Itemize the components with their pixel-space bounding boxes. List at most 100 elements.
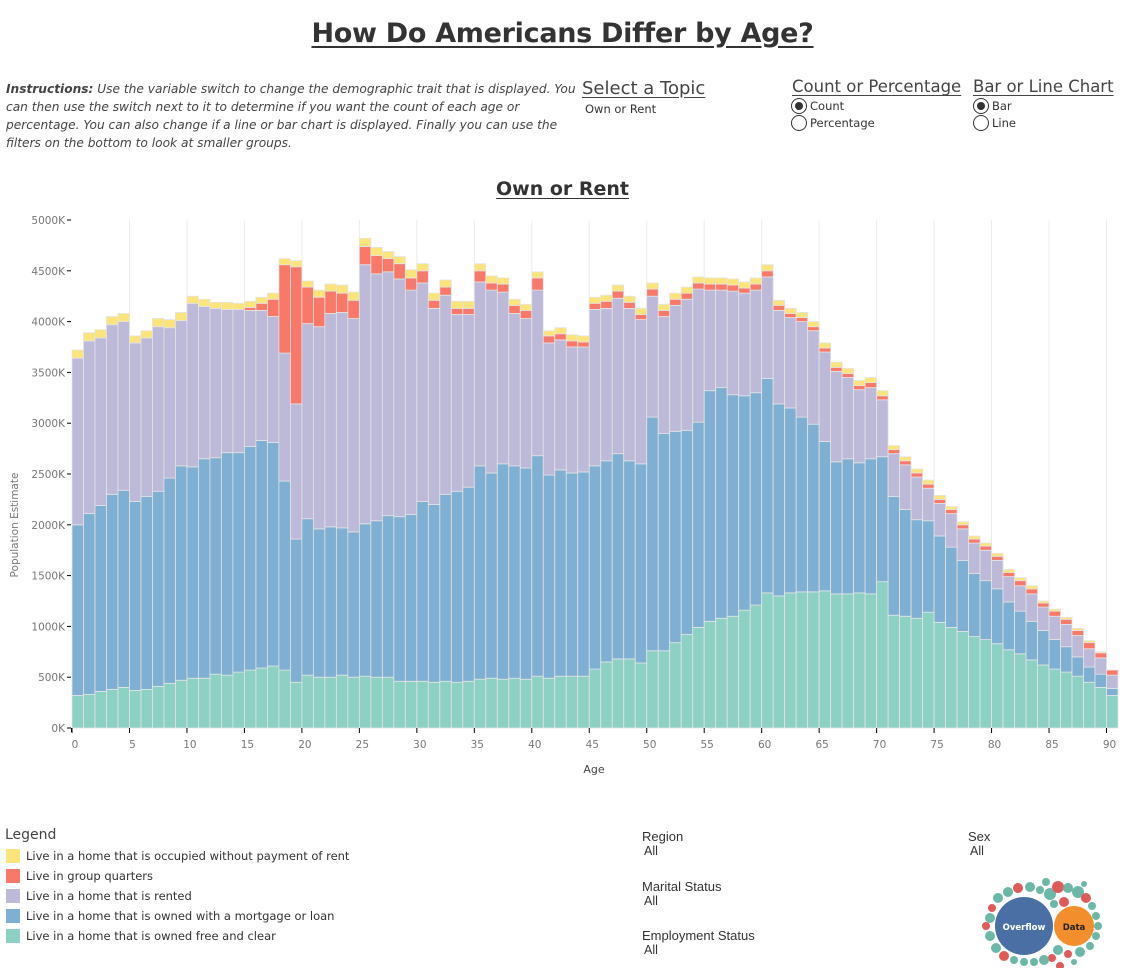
bar-segment[interactable] <box>956 524 969 530</box>
bar-segment[interactable] <box>692 276 705 284</box>
bar-segment[interactable] <box>439 286 452 296</box>
bar-segment[interactable] <box>221 301 234 310</box>
bar-segment[interactable] <box>289 538 303 683</box>
bar-segment[interactable] <box>600 294 613 302</box>
bar-segment[interactable] <box>1083 642 1096 650</box>
bar-segment[interactable] <box>1060 623 1073 648</box>
bar-segment[interactable] <box>945 627 958 729</box>
bar-segment[interactable] <box>1048 608 1061 612</box>
bar-segment[interactable] <box>749 283 763 291</box>
bar-segment[interactable] <box>175 465 188 681</box>
bar-segment[interactable] <box>738 609 751 729</box>
bar-segment[interactable] <box>876 456 889 583</box>
bar-segment[interactable] <box>232 671 245 729</box>
bar-segment[interactable] <box>646 282 659 290</box>
bar-segment[interactable] <box>887 614 900 729</box>
bar-segment[interactable] <box>404 289 418 516</box>
sex-filter-value[interactable]: All <box>970 844 984 858</box>
bar-segment[interactable] <box>209 307 222 459</box>
bar-segment[interactable] <box>450 300 464 309</box>
bar-segment[interactable] <box>301 518 314 676</box>
bar-segment[interactable] <box>577 335 590 343</box>
bar-segment[interactable] <box>152 318 165 328</box>
bar-segment[interactable] <box>1060 646 1073 673</box>
bar-segment[interactable] <box>738 395 751 611</box>
bar-segment[interactable] <box>623 658 636 729</box>
bar-segment[interactable] <box>634 319 648 465</box>
bar-segment[interactable] <box>106 324 119 495</box>
bar-segment[interactable] <box>175 320 188 467</box>
bar-segment[interactable] <box>289 260 303 268</box>
bar-segment[interactable] <box>531 271 544 279</box>
bar-segment[interactable] <box>267 442 280 667</box>
bar-segment[interactable] <box>772 403 786 597</box>
bar-segment[interactable] <box>94 337 107 506</box>
bar-segment[interactable] <box>1048 668 1061 729</box>
legend-item[interactable]: Live in group quarters <box>6 869 153 883</box>
bar-segment[interactable] <box>899 460 912 466</box>
bar-segment[interactable] <box>910 476 923 521</box>
bar-segment[interactable] <box>485 289 498 474</box>
bar-segment[interactable] <box>152 490 165 687</box>
bar-segment[interactable] <box>565 340 579 348</box>
bar-segment[interactable] <box>680 429 694 635</box>
employment-status-filter-value[interactable]: All <box>644 943 658 957</box>
bar-segment[interactable] <box>922 611 935 729</box>
bar-segment[interactable] <box>634 307 648 315</box>
bar-segment[interactable] <box>703 283 717 291</box>
bar-segment[interactable] <box>335 312 349 529</box>
bar-segment[interactable] <box>922 520 935 613</box>
bar-segment[interactable] <box>370 247 383 256</box>
bar-segment[interactable] <box>784 313 797 318</box>
bar-segment[interactable] <box>1060 618 1073 625</box>
bar-segment[interactable] <box>232 452 245 673</box>
bar-segment[interactable] <box>588 465 602 670</box>
bar-segment[interactable] <box>945 509 958 515</box>
bar-segment[interactable] <box>324 283 337 292</box>
bar-segment[interactable] <box>496 277 510 285</box>
bar-segment[interactable] <box>519 303 533 311</box>
bar-segment[interactable] <box>1025 620 1038 661</box>
bar-segment[interactable] <box>692 421 705 628</box>
bar-segment[interactable] <box>1002 576 1015 603</box>
bar-segment[interactable] <box>1025 585 1038 590</box>
bar-segment[interactable] <box>542 677 556 729</box>
bar-segment[interactable] <box>427 292 441 301</box>
bar-segment[interactable] <box>657 650 671 729</box>
bar-segment[interactable] <box>968 542 981 574</box>
bar-segment[interactable] <box>623 460 636 660</box>
bar-segment[interactable] <box>749 289 763 394</box>
bar-segment[interactable] <box>175 679 188 729</box>
bar-segment[interactable] <box>381 676 395 729</box>
bar-segment[interactable] <box>623 307 636 462</box>
bar-segment[interactable] <box>991 552 1004 557</box>
bar-segment[interactable] <box>600 300 613 309</box>
bar-segment[interactable] <box>968 636 981 729</box>
bar-segment[interactable] <box>968 535 981 540</box>
bar-segment[interactable] <box>370 255 383 275</box>
bar-segment[interactable] <box>933 621 946 729</box>
bar-segment[interactable] <box>439 680 452 729</box>
bar-segment[interactable] <box>324 526 337 678</box>
bar-segment[interactable] <box>600 307 613 462</box>
bar-segment[interactable] <box>462 314 475 488</box>
bar-segment[interactable] <box>370 676 383 729</box>
bar-segment[interactable] <box>784 317 797 409</box>
bar-segment[interactable] <box>807 591 820 729</box>
region-filter-value[interactable]: All <box>644 844 658 858</box>
bar-segment[interactable] <box>140 330 153 339</box>
bar-segment[interactable] <box>669 304 682 432</box>
bar-segment[interactable] <box>404 514 418 682</box>
bar-segment[interactable] <box>1106 669 1119 676</box>
bar-segment[interactable] <box>979 549 992 582</box>
bar-segment[interactable] <box>726 394 740 617</box>
bar-segment[interactable] <box>910 617 923 729</box>
bar-segment[interactable] <box>933 498 946 504</box>
bar-segment[interactable] <box>565 675 579 729</box>
bar-segment[interactable] <box>795 321 809 418</box>
bar-segment[interactable] <box>634 463 648 664</box>
bar-segment[interactable] <box>335 527 349 676</box>
bar-segment[interactable] <box>289 403 303 540</box>
bar-segment[interactable] <box>1094 686 1107 729</box>
radio-selected-icon[interactable] <box>791 97 807 114</box>
